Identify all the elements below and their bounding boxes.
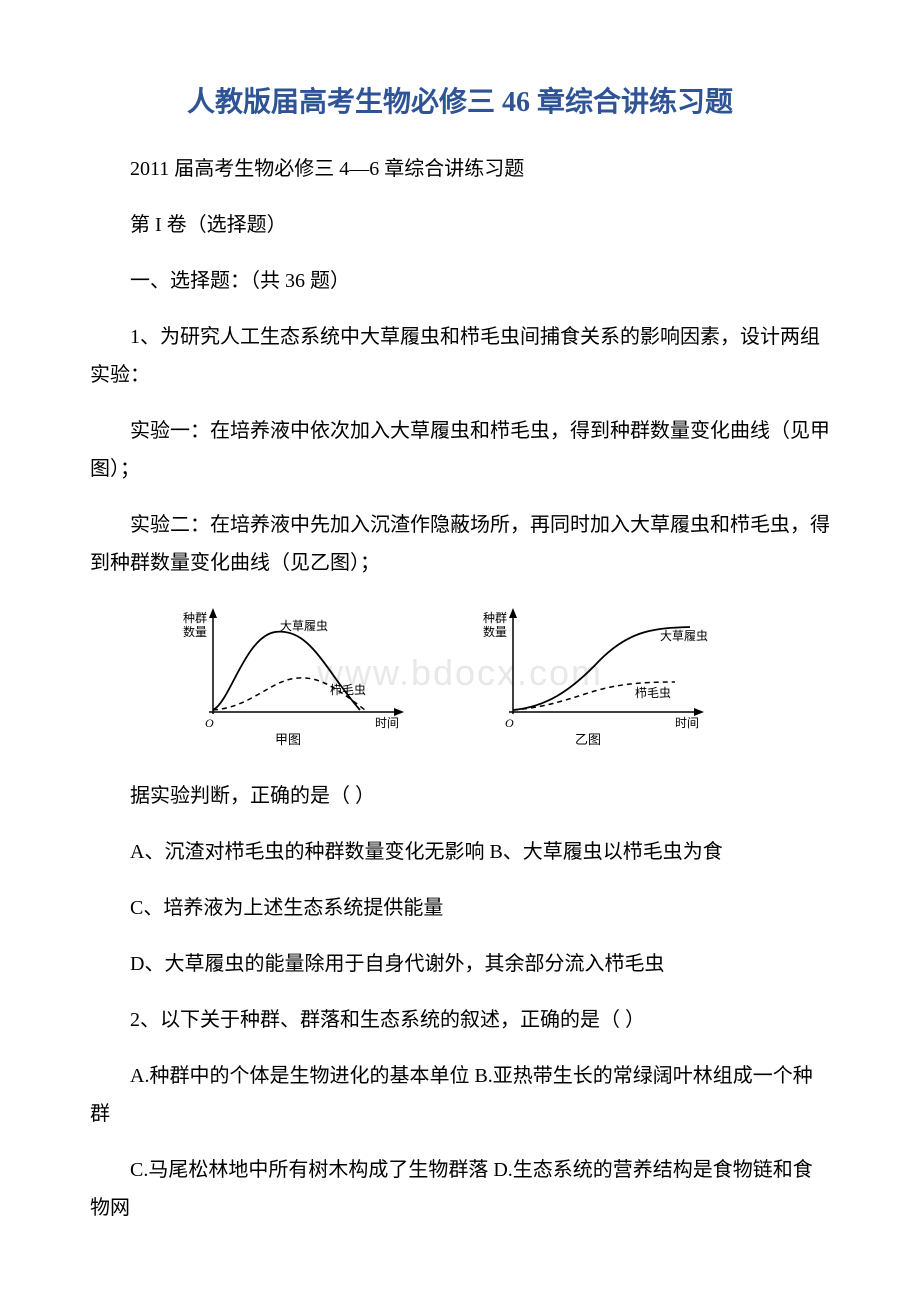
q2-stem: 2、以下关于种群、群落和生态系统的叙述，正确的是（ ） [90, 1001, 830, 1039]
subtitle: 2011 届高考生物必修三 4—6 章综合讲练习题 [90, 150, 830, 188]
chart-jia-series1-label: 大草履虫 [280, 619, 328, 633]
chart-yi-caption: 乙图 [575, 732, 601, 747]
chart-jia-series2-label: 栉毛虫 [330, 682, 366, 697]
chart-jia-ylabel-1: 种群 [183, 611, 207, 625]
chart-jia: 种群 数量 O 时间 大草履虫 栉毛虫 甲图 [175, 602, 445, 752]
q1-option-c: C、培养液为上述生态系统提供能量 [90, 889, 830, 927]
q1-prompt: 据实验判断，正确的是（ ） [90, 777, 830, 815]
chart-jia-solid-curve [213, 632, 360, 710]
chart-jia-xlabel: 时间 [375, 716, 399, 730]
q1-exp1: 实验一：在培养液中依次加入大草履虫和栉毛虫，得到种群数量变化曲线（见甲图）； [90, 412, 830, 488]
chart-yi-series1-label: 大草履虫 [660, 629, 708, 643]
q2-option-ab: A.种群中的个体是生物进化的基本单位 B.亚热带生长的常绿阔叶林组成一个种群 [90, 1057, 830, 1133]
chart-jia-ylabel-2: 数量 [183, 624, 207, 639]
chart-yi-xlabel: 时间 [675, 716, 699, 730]
chart-jia-origin: O [205, 716, 214, 730]
q1-option-d: D、大草履虫的能量除用于自身代谢外，其余部分流入栉毛虫 [90, 945, 830, 983]
chart-yi: 种群 数量 O 时间 大草履虫 栉毛虫 乙图 [475, 602, 745, 752]
chart-yi-ylabel-1: 种群 [483, 611, 507, 625]
chart-jia-caption: 甲图 [275, 732, 301, 747]
mcq-header: 一、选择题：（共 36 题） [90, 262, 830, 300]
q1-stem: 1、为研究人工生态系统中大草履虫和栉毛虫间捕食关系的影响因素，设计两组实验： [90, 318, 830, 394]
chart-yi-origin: O [505, 716, 514, 730]
chart-yi-svg: 种群 数量 O 时间 大草履虫 栉毛虫 乙图 [475, 602, 745, 747]
page-title: 人教版届高考生物必修三 46 章综合讲练习题 [90, 80, 830, 120]
q2-option-cd: C.马尾松林地中所有树木构成了生物群落 D.生态系统的营养结构是食物链和食物网 [90, 1151, 830, 1227]
chart-yi-series2-label: 栉毛虫 [635, 685, 671, 700]
section-label: 第 I 卷（选择题） [90, 206, 830, 244]
q1-exp2: 实验二：在培养液中先加入沉渣作隐蔽场所，再同时加入大草履虫和栉毛虫，得到种群数量… [90, 506, 830, 582]
q1-option-ab: A、沉渣对栉毛虫的种群数量变化无影响 B、大草履虫以栉毛虫为食 [90, 833, 830, 871]
chart-yi-ylabel-2: 数量 [483, 624, 507, 639]
chart-container: www.bdocx.com 种群 数量 O 时间 大草履虫 栉毛虫 甲图 种群 … [90, 602, 830, 752]
chart-jia-svg: 种群 数量 O 时间 大草履虫 栉毛虫 甲图 [175, 602, 445, 747]
